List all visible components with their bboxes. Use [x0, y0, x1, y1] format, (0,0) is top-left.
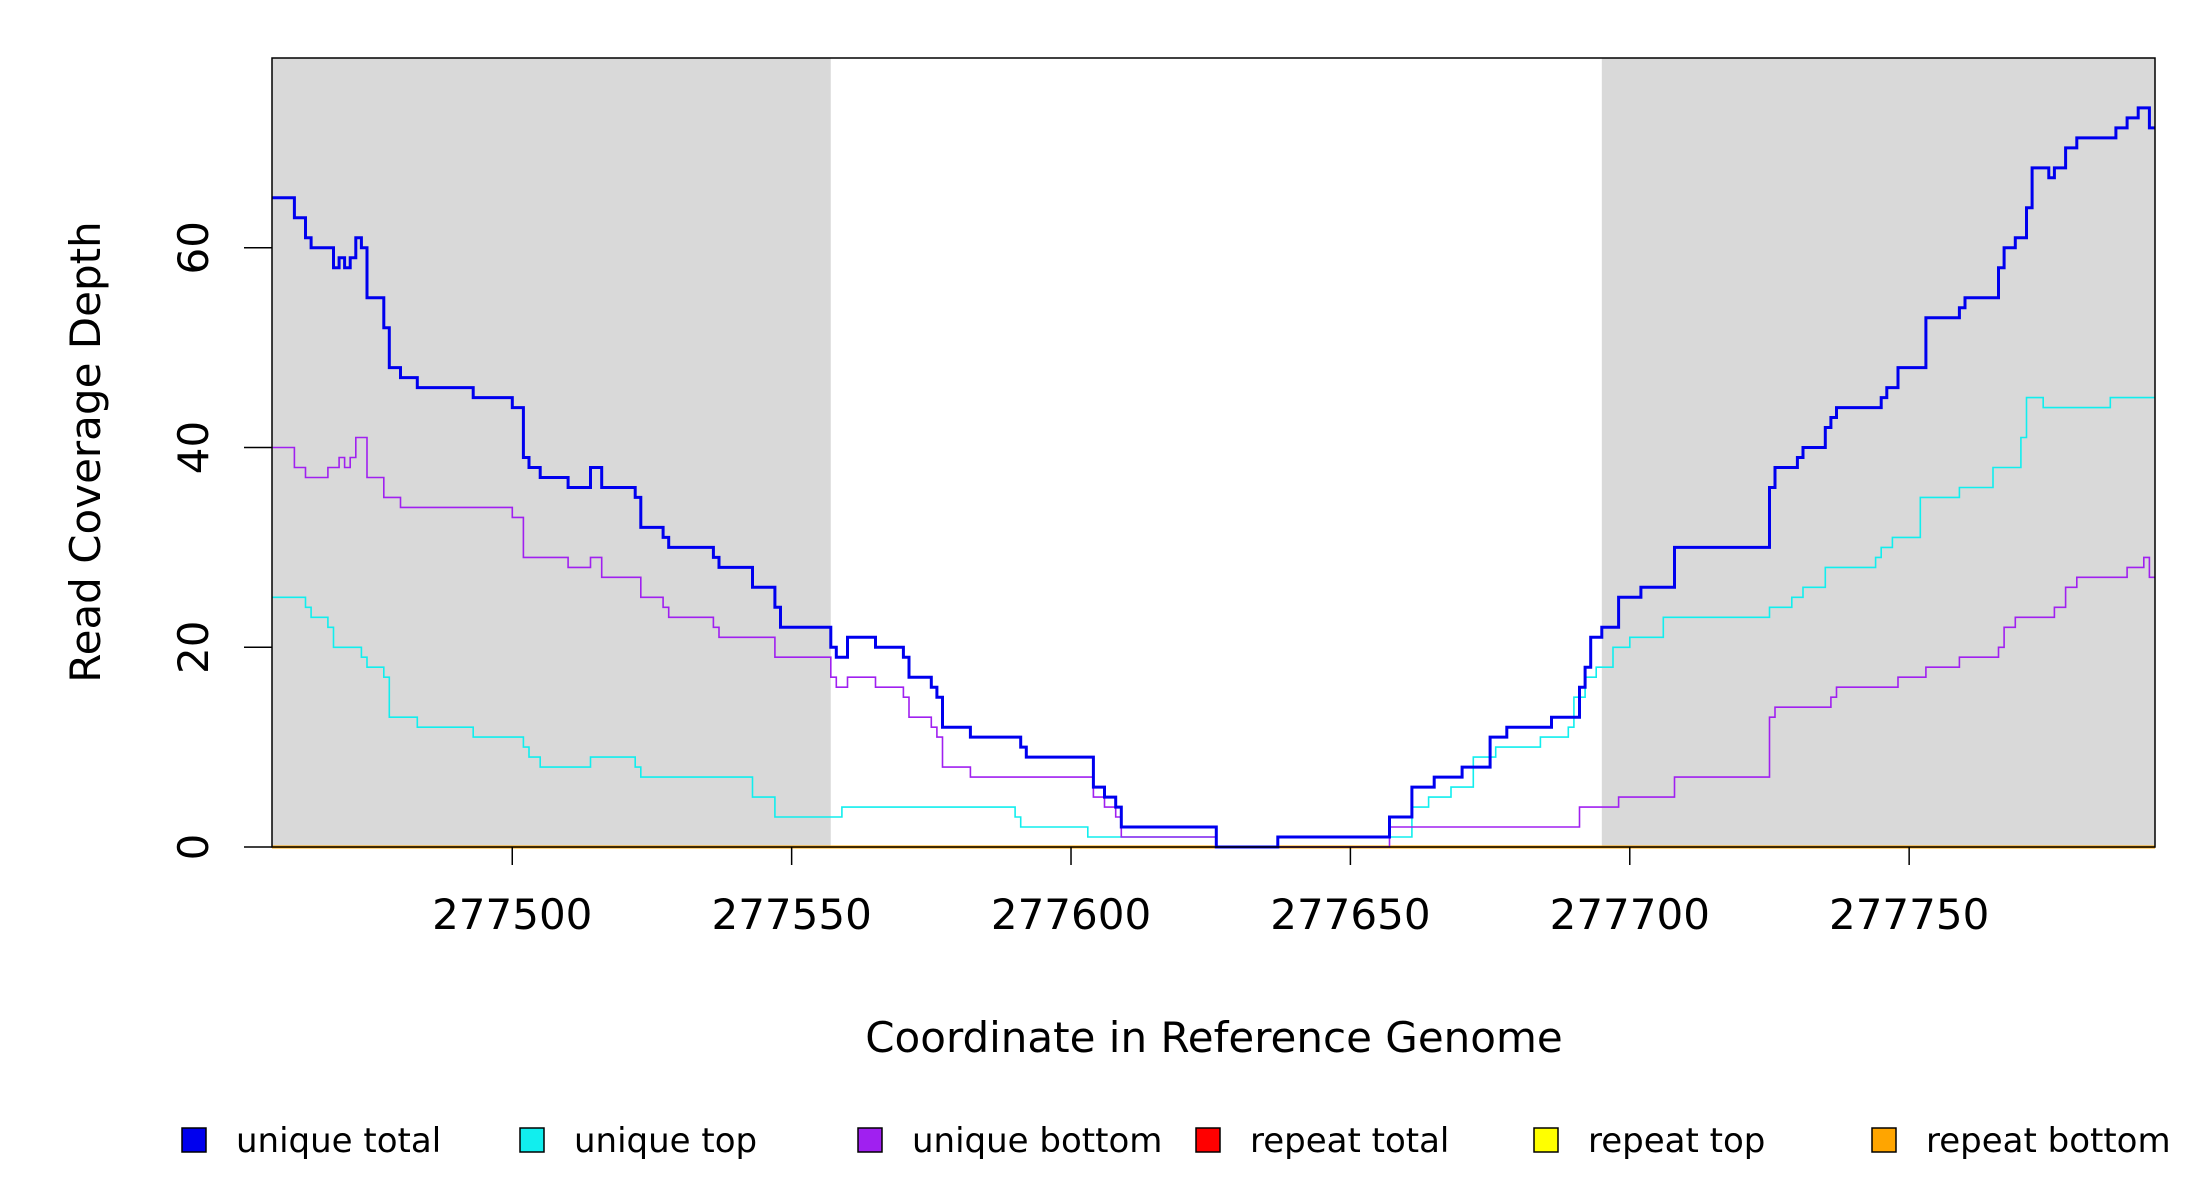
x-tick-label: 277550: [711, 890, 871, 939]
series-line-unique-bottom: [272, 436, 2155, 848]
y-tick-label: 60: [169, 221, 218, 274]
legend-label-repeat-top: repeat top: [1588, 1121, 1765, 1161]
y-tick-label: 40: [169, 421, 218, 474]
plot-frame: [271, 57, 2156, 848]
legend: unique total unique top unique bottom repea…: [181, 1121, 2171, 1161]
legend-label-unique-bottom: unique bottom: [912, 1121, 1162, 1161]
shaded-regions: [272, 58, 2155, 847]
legend-label-unique-top: unique top: [574, 1121, 757, 1161]
legend-swatch-repeat-total: [1195, 1127, 1221, 1153]
shaded-region-0: [272, 58, 831, 847]
y-axis-label: Read Coverage Depth: [61, 221, 110, 682]
x-tick-label: 277750: [1829, 890, 1989, 939]
legend-label-repeat-bottom: repeat bottom: [1926, 1121, 2171, 1161]
legend-swatch-repeat-bottom: [1871, 1127, 1897, 1153]
legend-swatch-repeat-top: [1533, 1127, 1559, 1153]
shaded-region-1: [1601, 58, 2155, 847]
legend-swatch-unique-top: [519, 1127, 545, 1153]
series-line-unique-total: [272, 106, 2155, 849]
legend-swatch-unique-bottom: [857, 1127, 883, 1153]
x-tick-label: 277700: [1550, 890, 1710, 939]
axes: 277500 277550 277600 277650 277700 277750 0 20 4…: [169, 221, 1989, 939]
x-tick-label: 277600: [991, 890, 1151, 939]
x-axis-label: Coordinate in Reference Genome: [865, 1013, 1563, 1062]
legend-label-unique-total: unique total: [236, 1121, 441, 1161]
y-tick-label: 0: [169, 834, 218, 861]
legend-label-repeat-total: repeat total: [1250, 1121, 1449, 1161]
x-tick-label: 277650: [1270, 890, 1430, 939]
y-tick-label: 20: [169, 621, 218, 674]
legend-swatch-unique-total: [181, 1127, 207, 1153]
x-tick-label: 277500: [432, 890, 592, 939]
series-line-unique-top: [272, 396, 2155, 848]
